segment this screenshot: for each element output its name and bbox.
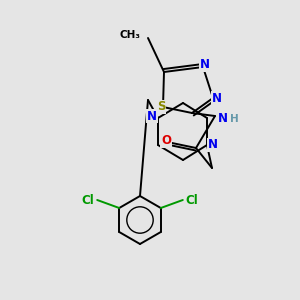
Text: N: N xyxy=(200,58,210,71)
Text: H: H xyxy=(230,114,238,124)
Text: S: S xyxy=(157,100,165,113)
Text: N: N xyxy=(147,110,157,122)
Text: N: N xyxy=(212,92,222,104)
Text: N: N xyxy=(218,112,228,124)
Text: Cl: Cl xyxy=(185,194,198,206)
Text: N: N xyxy=(208,139,218,152)
Text: O: O xyxy=(161,134,171,148)
Text: Cl: Cl xyxy=(82,194,94,206)
Text: CH₃: CH₃ xyxy=(120,30,141,40)
